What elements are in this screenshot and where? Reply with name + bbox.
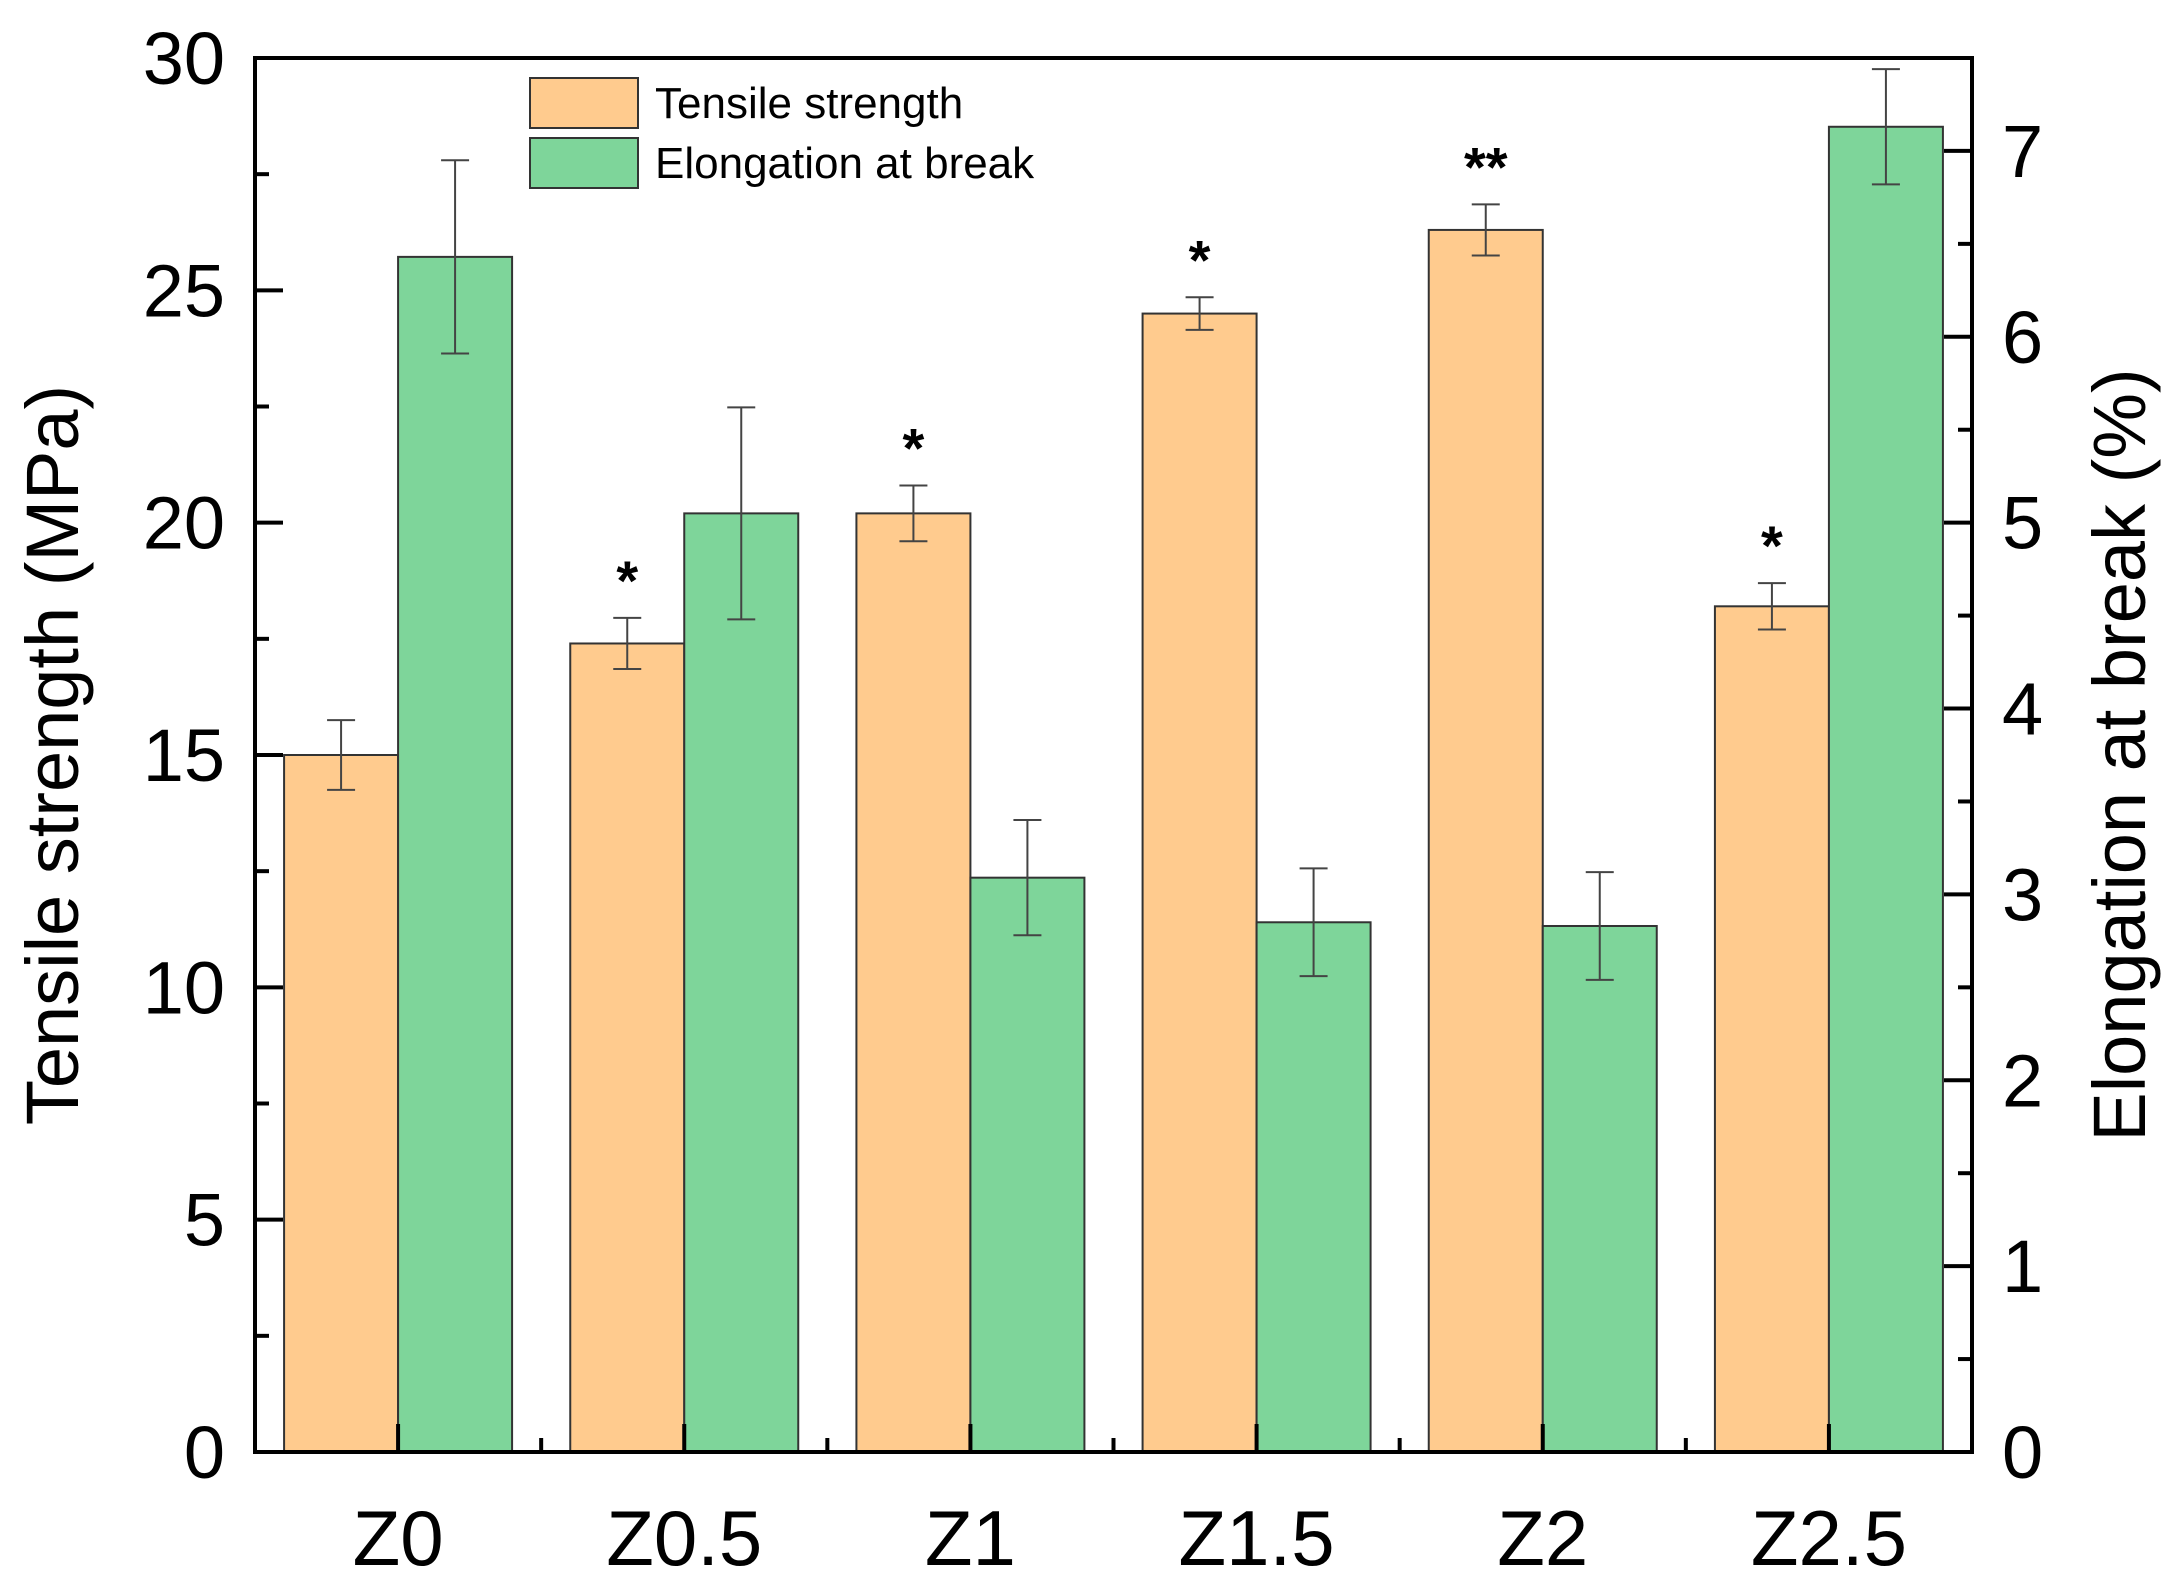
significance-marker-z1-5: *	[1189, 228, 1211, 291]
bars-layer	[283, 125, 1944, 1454]
y-tick-label-left-10: 10	[143, 946, 225, 1029]
y-tick-label-right-6: 6	[2002, 296, 2043, 379]
significance-marker-z1: *	[903, 416, 925, 479]
y-tick-label-left-20: 20	[143, 482, 225, 565]
x-tick-label-z0-5: Z0.5	[606, 1494, 762, 1582]
bar-tensile-strength-z2-5	[1713, 605, 1830, 1453]
y-tick-label-left-5: 5	[184, 1179, 225, 1262]
y-tick-label-left-0: 0	[184, 1411, 225, 1494]
bar-elongation-at-break-z2	[1541, 924, 1658, 1453]
y-tick-label-left-25: 25	[143, 249, 225, 332]
legend: Tensile strength Elongation at break	[529, 77, 1035, 189]
bar-elongation-at-break-z2-5	[1827, 125, 1944, 1454]
legend-swatch-tensile-strength	[529, 77, 639, 129]
y-tick-label-right-0: 0	[2002, 1411, 2043, 1494]
legend-swatch-elongation	[529, 137, 639, 189]
y-axis-title-left: Tensile strength (MPa)	[11, 385, 94, 1125]
bar-tensile-strength-z0-5	[569, 642, 686, 1453]
y-tick-label-left-30: 30	[143, 17, 225, 100]
x-tick-label-z2-5: Z2.5	[1751, 1494, 1907, 1582]
x-tick-label-z1-5: Z1.5	[1179, 1494, 1335, 1582]
bar-elongation-at-break-z0	[397, 255, 514, 1453]
significance-layer: ******	[616, 135, 1783, 612]
bar-elongation-at-break-z0-5	[683, 512, 800, 1453]
y-tick-label-right-3: 3	[2002, 853, 2043, 936]
axes-layer: Z0 Z0.5 Z1 Z1.5 Z2 Z2.5 0 5 10 15 20 25 30 0 1 2 3 4 5 6 7	[143, 17, 2043, 1582]
significance-marker-z0-5: *	[616, 549, 638, 612]
legend-label-tensile-strength: Tensile strength	[655, 79, 963, 128]
y-axis-title-right: Elongation at break (%)	[2078, 368, 2161, 1141]
legend-label-elongation: Elongation at break	[655, 139, 1035, 188]
y-tick-label-right-5: 5	[2002, 482, 2043, 565]
bar-tensile-strength-z1	[855, 512, 972, 1453]
bar-tensile-strength-z0	[283, 754, 400, 1453]
y-tick-label-right-2: 2	[2002, 1039, 2043, 1122]
y-tick-label-right-1: 1	[2002, 1225, 2043, 1308]
significance-marker-z2: **	[1464, 135, 1508, 198]
bar-tensile-strength-z2	[1427, 228, 1544, 1454]
y-tick-label-right-4: 4	[2002, 668, 2043, 751]
bar-elongation-at-break-z1	[969, 876, 1086, 1453]
significance-marker-z2-5: *	[1761, 514, 1783, 577]
error-bars-layer	[327, 68, 1900, 981]
bar-elongation-at-break-z1-5	[1255, 921, 1372, 1453]
y-tick-label-left-15: 15	[143, 714, 225, 797]
bar-tensile-strength-z1-5	[1141, 312, 1258, 1454]
x-tick-label-z1: Z1	[925, 1494, 1016, 1582]
y-tick-label-right-7: 7	[2002, 110, 2043, 193]
x-tick-label-z0: Z0	[353, 1494, 444, 1582]
x-tick-label-z2: Z2	[1497, 1494, 1588, 1582]
